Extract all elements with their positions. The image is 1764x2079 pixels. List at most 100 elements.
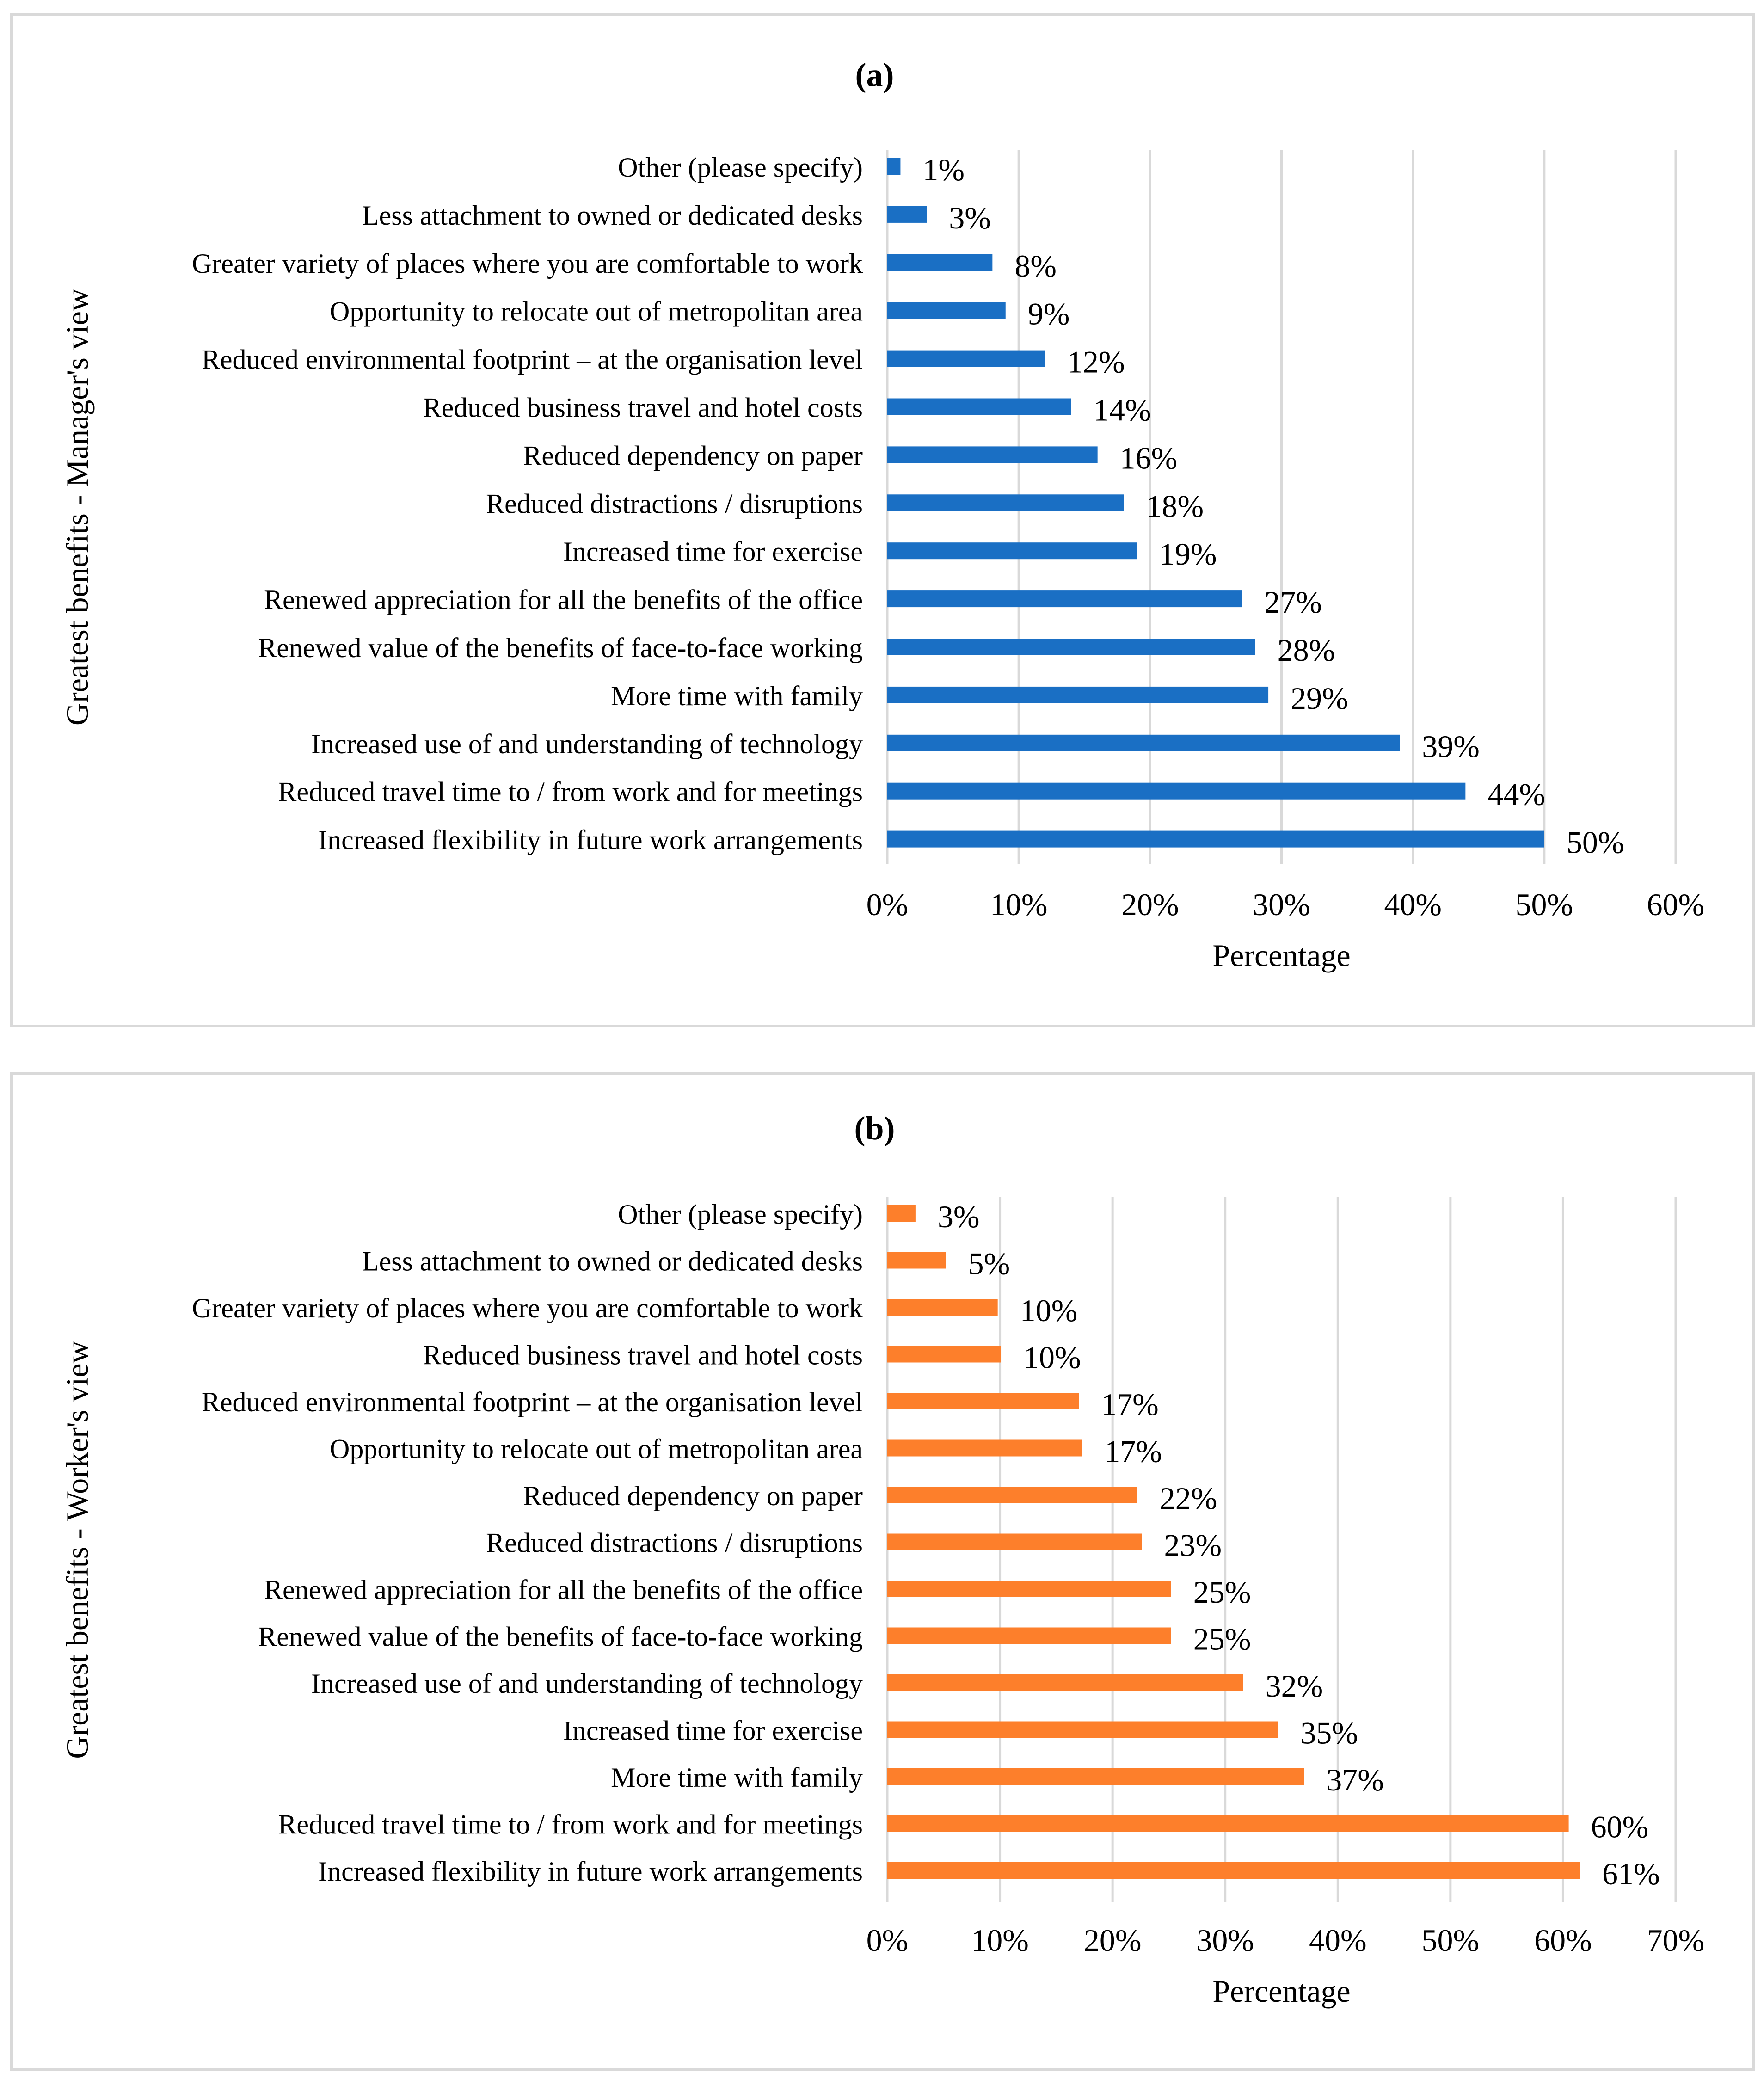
chart-b-tick-label: 50% <box>1422 1923 1480 1958</box>
chart-a-bar <box>887 782 1466 800</box>
chart-b-value-label: 3% <box>938 1199 980 1234</box>
chart-b-value-label: 17% <box>1101 1387 1159 1422</box>
chart-b-category-label: Reduced distractions / disruptions <box>486 1528 863 1558</box>
chart-b-category-label: Reduced business travel and hotel costs <box>423 1340 863 1371</box>
chart-b-bar <box>887 1439 1082 1457</box>
chart-a-value-label: 27% <box>1264 584 1322 620</box>
chart-b-bar <box>887 1299 998 1316</box>
chart-a-value-label: 39% <box>1422 729 1480 764</box>
chart-b-category-label: Renewed appreciation for all the benefit… <box>264 1575 863 1605</box>
chart-b-category-label: Increased flexibility in future work arr… <box>318 1856 863 1887</box>
chart-a-bar <box>887 686 1269 703</box>
chart-b-tick-label: 40% <box>1309 1923 1367 1958</box>
chart-a-value-label: 1% <box>922 152 965 187</box>
chart-a-tick-label: 50% <box>1516 887 1573 922</box>
chart-a-category-label: Reduced business travel and hotel costs <box>423 393 863 423</box>
chart-a-bar <box>887 254 993 271</box>
chart-a-bar <box>887 494 1124 511</box>
chart-a-svg: (a) 0% 10% 20% 30% 40% 50% 60% Other (please spe… <box>60 56 1705 973</box>
chart-b-value-label: 5% <box>968 1246 1010 1281</box>
chart-a-value-label: 28% <box>1278 633 1335 668</box>
chart-b-category-label: Reduced dependency on paper <box>523 1481 863 1511</box>
chart-a-category-label: Increased use of and understanding of te… <box>311 729 863 759</box>
chart-b-bar <box>887 1581 1171 1597</box>
chart-b-category-label: Increased time for exercise <box>563 1716 863 1746</box>
chart-a-tick-label: 0% <box>867 887 909 922</box>
chart-b-tick-label: 30% <box>1196 1923 1254 1958</box>
chart-b-bar <box>887 1487 1137 1503</box>
chart-b-bar <box>887 1393 1079 1409</box>
chart-panel-b: (b) 0% 10% 20% 30% 40% 50% 60% 70% Other (please … <box>10 1072 1755 2071</box>
chart-a-bar <box>887 734 1400 751</box>
chart-b-tick-label: 60% <box>1534 1923 1592 1958</box>
chart-a-category-label: Other (please specify) <box>618 152 863 183</box>
chart-b-tick-label: 10% <box>971 1923 1029 1958</box>
chart-b-category-label: Increased use of and understanding of te… <box>311 1668 863 1699</box>
chart-b-category-label: Other (please specify) <box>618 1199 863 1230</box>
chart-b-category-label: Renewed value of the benefits of face-to… <box>258 1622 863 1652</box>
chart-a-value-label: 14% <box>1094 393 1151 428</box>
chart-a-bar <box>887 398 1071 415</box>
chart-a-value-label: 8% <box>1014 248 1057 283</box>
chart-b-tick-label: 70% <box>1647 1923 1705 1958</box>
chart-b-category-label: Opportunity to relocate out of metropoli… <box>330 1434 863 1464</box>
chart-a-value-label: 19% <box>1159 536 1217 572</box>
chart-b-category-label: Reduced environmental footprint – at the… <box>202 1387 863 1417</box>
chart-a-value-label: 18% <box>1146 488 1204 523</box>
chart-b-category-label: More time with family <box>611 1762 863 1793</box>
chart-a-value-label: 29% <box>1291 681 1348 716</box>
chart-b-value-label: 32% <box>1266 1668 1323 1704</box>
chart-a-value-label: 16% <box>1120 440 1178 475</box>
chart-b-category-label: Reduced travel time to / from work and f… <box>278 1809 863 1840</box>
chart-b-title: (b) <box>854 1110 895 1147</box>
chart-a-value-label: 3% <box>949 200 991 235</box>
chart-b-value-label: 23% <box>1164 1528 1222 1563</box>
chart-b-value-label: 35% <box>1300 1716 1358 1751</box>
chart-a-category-label: Renewed value of the benefits of face-to… <box>258 633 863 663</box>
chart-a-category-label: Renewed appreciation for all the benefit… <box>264 584 863 615</box>
chart-b-bar <box>887 1627 1171 1644</box>
chart-a-bar <box>887 350 1045 367</box>
chart-a-bar <box>887 639 1255 655</box>
chart-a-tick-label: 60% <box>1647 887 1705 922</box>
chart-b-value-label: 10% <box>1023 1340 1081 1375</box>
chart-a-bar <box>887 446 1098 463</box>
chart-a-bar <box>887 830 1544 848</box>
chart-a-category-label: Reduced travel time to / from work and f… <box>278 777 863 807</box>
chart-b-tick-label: 0% <box>867 1923 909 1958</box>
chart-b-x-axis-label: Percentage <box>1212 1974 1350 2009</box>
chart-a-category-label: Reduced dependency on paper <box>523 440 863 471</box>
chart-b-value-label: 10% <box>1020 1293 1078 1328</box>
chart-b-category-label: Less attachment to owned or dedicated de… <box>362 1246 863 1277</box>
chart-a-category-label: Increased flexibility in future work arr… <box>318 825 863 855</box>
chart-a-bar <box>887 206 927 223</box>
chart-a-tick-label: 30% <box>1253 887 1310 922</box>
chart-a-category-label: Greater variety of places where you are … <box>192 248 863 279</box>
chart-a-x-axis-label: Percentage <box>1212 938 1350 973</box>
chart-b-bar <box>887 1768 1304 1785</box>
chart-a-y-axis-label: Greatest benefits - Manager's view <box>60 289 95 726</box>
chart-a-value-label: 9% <box>1028 296 1070 332</box>
chart-b-category-label: Greater variety of places where you are … <box>192 1293 863 1323</box>
chart-a-title: (a) <box>855 56 894 93</box>
chart-b-bar <box>887 1721 1278 1738</box>
chart-b-bar <box>887 1862 1580 1879</box>
chart-a-tick-label: 10% <box>990 887 1048 922</box>
chart-b-svg: (b) 0% 10% 20% 30% 40% 50% 60% 70% Other (please … <box>60 1110 1705 2009</box>
chart-a-category-label: Increased time for exercise <box>563 536 863 567</box>
chart-a-bar <box>887 302 1006 319</box>
chart-a-bar <box>887 158 901 175</box>
chart-b-value-label: 60% <box>1591 1809 1649 1845</box>
chart-a-value-label: 12% <box>1067 344 1125 380</box>
chart-a-tick-label: 20% <box>1121 887 1179 922</box>
chart-a-category-label: Reduced environmental footprint – at the… <box>202 344 863 375</box>
chart-b-bar <box>887 1674 1243 1691</box>
chart-panel-a: (a) 0% 10% 20% 30% 40% 50% 60% Other (please spe… <box>10 13 1755 1027</box>
chart-a-category-label: Less attachment to owned or dedicated de… <box>362 200 863 231</box>
chart-b-bar <box>887 1533 1142 1550</box>
chart-b-y-axis-label: Greatest benefits - Worker's view <box>60 1341 95 1759</box>
chart-b-value-label: 25% <box>1193 1622 1251 1657</box>
chart-a-bar <box>887 542 1137 560</box>
chart-b-value-label: 37% <box>1326 1762 1384 1797</box>
chart-a-value-label: 44% <box>1487 777 1545 812</box>
